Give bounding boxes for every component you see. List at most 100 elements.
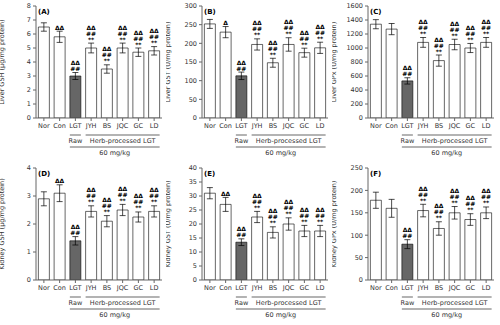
svg-text:BS: BS — [103, 122, 111, 130]
svg-text:ΔΔ: ΔΔ — [134, 192, 144, 199]
svg-text:ΔΔ: ΔΔ — [102, 196, 112, 203]
svg-text:ΔΔ: ΔΔ — [268, 207, 278, 214]
svg-text:Nor: Nor — [38, 284, 50, 292]
svg-text:Nor: Nor — [204, 284, 216, 292]
svg-text:35: 35 — [189, 178, 197, 186]
svg-text:Raw: Raw — [235, 299, 249, 307]
svg-text:ΔΔ: ΔΔ — [434, 36, 444, 43]
svg-text:200: 200 — [351, 187, 363, 195]
svg-text:ΔΔ: ΔΔ — [315, 206, 325, 213]
svg-text:ΔΔ: ΔΔ — [71, 223, 81, 230]
svg-text:ΔΔ: ΔΔ — [86, 24, 96, 31]
svg-text:1000: 1000 — [346, 44, 363, 52]
svg-text:Con: Con — [385, 284, 398, 292]
svg-text:30: 30 — [189, 192, 197, 200]
svg-text:60 mg/kg: 60 mg/kg — [265, 149, 296, 157]
svg-text:JQC: JQC — [448, 284, 461, 292]
svg-text:##: ## — [465, 200, 475, 207]
svg-text:0: 0 — [193, 276, 197, 284]
svg-text:(B): (B) — [204, 8, 216, 16]
svg-text:LGT: LGT — [69, 122, 81, 130]
svg-text:4: 4 — [27, 58, 31, 66]
svg-text:ΔΔ: ΔΔ — [102, 45, 112, 52]
svg-text:5: 5 — [27, 44, 31, 52]
svg-text:Kidney GSH (μg/mg protein): Kidney GSH (μg/mg protein) — [0, 178, 6, 270]
svg-text:**: ** — [301, 41, 308, 48]
svg-text:**: ** — [270, 219, 277, 226]
svg-text:0: 0 — [359, 114, 363, 122]
svg-text:ΔΔ: ΔΔ — [434, 202, 444, 209]
svg-text:1400: 1400 — [346, 16, 363, 24]
svg-text:JYH: JYH — [251, 122, 263, 130]
svg-text:##: ## — [102, 202, 112, 209]
svg-text:ΔΔ: ΔΔ — [118, 24, 128, 31]
svg-text:GC: GC — [466, 284, 476, 292]
svg-text:**: ** — [436, 214, 443, 221]
svg-text:##: ## — [402, 232, 412, 239]
svg-text:**: ** — [135, 204, 142, 211]
svg-text:ΔΔ: ΔΔ — [134, 29, 144, 36]
svg-text:JYH: JYH — [417, 284, 429, 292]
svg-text:##: ## — [450, 26, 460, 33]
svg-text:BS: BS — [435, 122, 443, 130]
svg-text:ΔΔ: ΔΔ — [466, 24, 476, 31]
svg-text:0: 0 — [359, 276, 363, 284]
svg-text:BS: BS — [269, 122, 277, 130]
svg-text:GC: GC — [134, 284, 144, 292]
svg-text:Con: Con — [385, 122, 398, 130]
svg-text:LGT: LGT — [401, 284, 413, 292]
svg-text:25: 25 — [189, 206, 197, 214]
svg-text:##: ## — [284, 204, 294, 211]
svg-text:##: ## — [268, 45, 278, 52]
svg-text:150: 150 — [351, 209, 363, 217]
svg-text:##: ## — [133, 198, 143, 205]
svg-text:Nor: Nor — [38, 122, 50, 130]
svg-text:Kidney GST (U/mg protein): Kidney GST (U/mg protein) — [166, 180, 172, 267]
svg-text:LD: LD — [482, 284, 491, 292]
svg-text:(D): (D) — [38, 170, 50, 178]
svg-text:##: ## — [118, 30, 128, 37]
svg-text:GC: GC — [300, 122, 310, 130]
svg-text:JYH: JYH — [417, 122, 429, 130]
svg-text:300: 300 — [185, 2, 197, 10]
svg-text:0: 0 — [27, 276, 31, 284]
svg-text:ΔΔ: ΔΔ — [481, 18, 491, 25]
svg-text:400: 400 — [351, 86, 363, 94]
svg-text:**: ** — [301, 218, 308, 225]
svg-text:800: 800 — [351, 58, 363, 66]
svg-text:Con: Con — [53, 284, 66, 292]
svg-text:##: ## — [434, 42, 444, 49]
svg-text:##: ## — [418, 24, 428, 31]
svg-text:LGT: LGT — [235, 284, 247, 292]
svg-text:BS: BS — [269, 284, 277, 292]
svg-text:**: ** — [88, 36, 95, 43]
svg-text:LD: LD — [482, 122, 491, 130]
svg-text:ΔΔ: ΔΔ — [252, 192, 262, 199]
svg-text:1600: 1600 — [346, 2, 363, 10]
svg-text:ΔΔ: ΔΔ — [55, 24, 65, 31]
svg-text:3: 3 — [27, 72, 31, 80]
svg-text:JYH: JYH — [85, 122, 97, 130]
svg-text:Liver GSH (μg/mg protein): Liver GSH (μg/mg protein) — [0, 19, 6, 104]
svg-text:ΔΔ: ΔΔ — [403, 64, 413, 71]
svg-text:GC: GC — [134, 122, 144, 130]
svg-text:Con: Con — [219, 284, 232, 292]
svg-text:**: ** — [88, 198, 95, 205]
svg-text:4: 4 — [27, 164, 31, 172]
svg-text:##: ## — [70, 229, 80, 236]
svg-text:##: ## — [315, 29, 325, 36]
svg-text:50: 50 — [355, 254, 363, 262]
svg-text:3: 3 — [27, 192, 31, 200]
svg-text:JYH: JYH — [251, 284, 263, 292]
svg-text:**: ** — [135, 41, 142, 48]
svg-text:Nor: Nor — [204, 122, 216, 130]
svg-text:ΔΔ: ΔΔ — [252, 19, 262, 26]
svg-text:##: ## — [284, 24, 294, 31]
svg-text:Herb-processed LGT: Herb-processed LGT — [90, 299, 156, 307]
svg-text:Raw: Raw — [69, 137, 83, 145]
svg-text:40: 40 — [189, 164, 197, 172]
svg-text:ΔΔ: ΔΔ — [315, 23, 325, 30]
svg-text:##: ## — [481, 193, 491, 200]
svg-text:(E): (E) — [204, 170, 215, 178]
svg-text:1200: 1200 — [346, 30, 363, 38]
